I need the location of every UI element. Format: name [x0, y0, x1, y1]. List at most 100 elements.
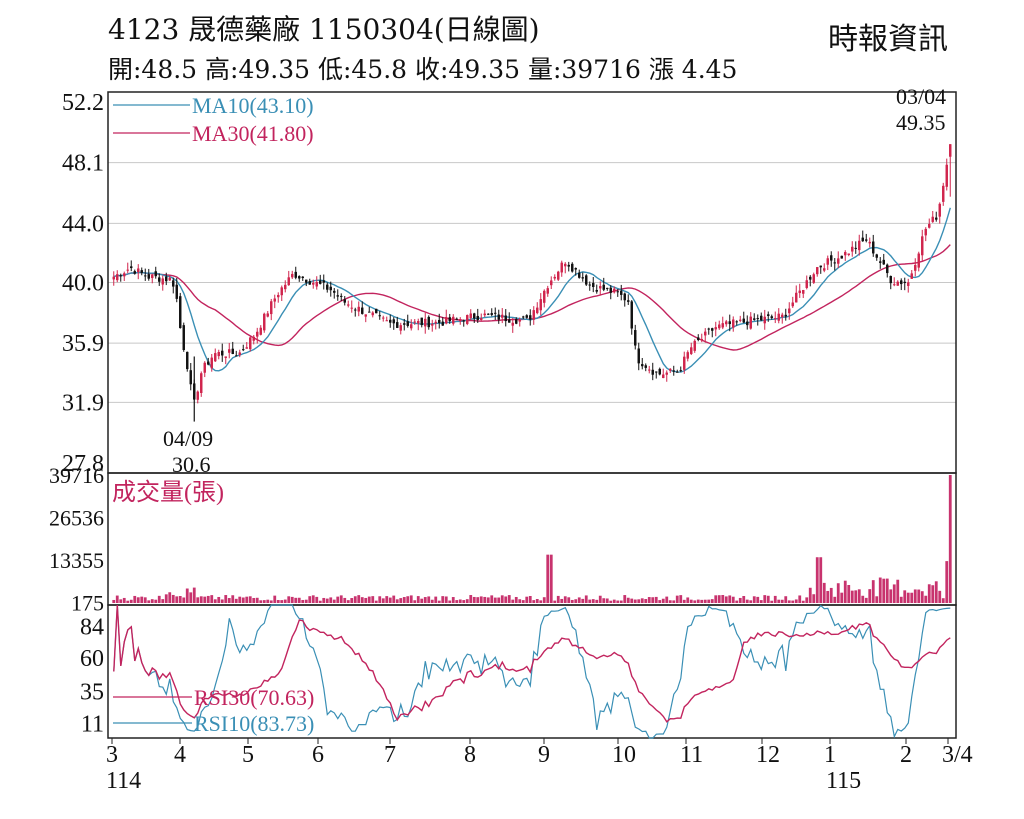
volume-bar: [584, 595, 588, 603]
volume-bar: [388, 597, 392, 603]
volume-bar: [815, 557, 819, 603]
ma30-line: [113, 244, 951, 351]
candle-body: [707, 328, 710, 330]
volume-bar: [290, 596, 294, 603]
candle-body: [917, 253, 920, 268]
candle-body: [354, 309, 357, 311]
volume-bar: [322, 597, 326, 603]
volume-bar: [462, 600, 466, 603]
price-tick-label: 27.8: [62, 451, 104, 477]
candle-body: [616, 291, 619, 293]
candle-body: [161, 278, 164, 285]
candle-body: [123, 273, 126, 277]
volume-bar: [350, 598, 354, 603]
candle-body: [501, 314, 504, 318]
candle-body: [812, 274, 815, 283]
candle-body: [749, 316, 752, 329]
volume-bar: [693, 600, 697, 603]
candle-body: [532, 310, 535, 320]
candle-body: [613, 288, 616, 293]
candle-body: [662, 374, 665, 379]
candle-body: [466, 315, 469, 324]
month-label: 2: [900, 742, 912, 768]
month-label: 9: [538, 742, 550, 768]
candle-body: [434, 321, 437, 324]
volume-bar: [570, 599, 574, 603]
volume-bar: [563, 596, 567, 603]
volume-bar: [924, 595, 928, 603]
candle-body: [665, 372, 668, 375]
candle-body: [504, 315, 507, 322]
volume-bar: [749, 600, 753, 603]
candle-body: [910, 273, 913, 279]
candle-body: [802, 289, 805, 294]
volume-bar: [864, 597, 868, 603]
candle-body: [606, 287, 609, 289]
candle-body: [228, 349, 231, 353]
candle-body: [396, 322, 399, 328]
volume-bar: [829, 587, 833, 603]
candle-body: [550, 280, 553, 286]
volume-bar: [882, 578, 886, 603]
volume-bar: [948, 475, 952, 603]
volume-bar: [301, 599, 305, 603]
candle-body: [448, 317, 451, 322]
volume-bar: [210, 595, 214, 603]
volume-bar: [934, 581, 938, 603]
grid-lines: [108, 162, 956, 403]
volume-bar: [560, 598, 564, 603]
month-label: 5: [242, 742, 254, 768]
volume-bar: [315, 596, 319, 603]
rsi-lines: [113, 604, 951, 739]
rsi-panel-frame: [107, 604, 957, 739]
volume-bar: [689, 599, 693, 603]
candle-body: [543, 290, 546, 303]
volume-bar: [521, 600, 525, 603]
volume-bar: [283, 599, 287, 603]
candle-body: [172, 280, 175, 287]
volume-bar: [927, 584, 931, 603]
volume-bar: [140, 596, 144, 603]
volume-bar: [644, 599, 648, 603]
candle-body: [347, 304, 350, 306]
candle-body: [319, 280, 322, 284]
volume-bar: [913, 589, 917, 603]
volume-bar: [133, 595, 137, 603]
candle-body: [217, 351, 220, 357]
candle-body: [889, 275, 892, 284]
candle-body: [921, 236, 924, 256]
volume-bar: [150, 599, 154, 603]
volume-bar: [161, 599, 165, 603]
volume-bar: [591, 599, 595, 603]
volume-panel-frame: [107, 472, 957, 606]
volume-bar: [269, 600, 273, 603]
price-tick-label: 44.0: [62, 211, 104, 237]
candle-body: [693, 340, 696, 351]
volume-bar: [871, 580, 875, 603]
month-label: 12: [756, 742, 780, 768]
volume-bar: [528, 596, 532, 603]
volume-bar: [654, 596, 658, 603]
candle-body: [298, 276, 301, 279]
candle-body: [424, 318, 427, 327]
candle-body: [189, 370, 192, 385]
volume-bar: [409, 595, 413, 603]
candle-body: [564, 263, 567, 267]
candle-body: [945, 164, 948, 187]
candle-body: [186, 351, 189, 370]
volume-bar: [539, 600, 543, 603]
candle-body: [567, 264, 570, 267]
volume-bar: [259, 600, 263, 603]
candle-body: [399, 325, 402, 331]
volume-bar: [605, 598, 609, 603]
volume-bar: [234, 598, 238, 603]
candle-body: [203, 362, 206, 373]
candle-body: [672, 370, 675, 372]
candle-body: [392, 319, 395, 324]
candle-body: [760, 315, 763, 321]
candle-body: [378, 315, 381, 317]
candle-body: [557, 271, 560, 280]
candle-body: [287, 277, 290, 286]
volume-bar: [238, 596, 242, 603]
candle-body: [609, 287, 612, 293]
